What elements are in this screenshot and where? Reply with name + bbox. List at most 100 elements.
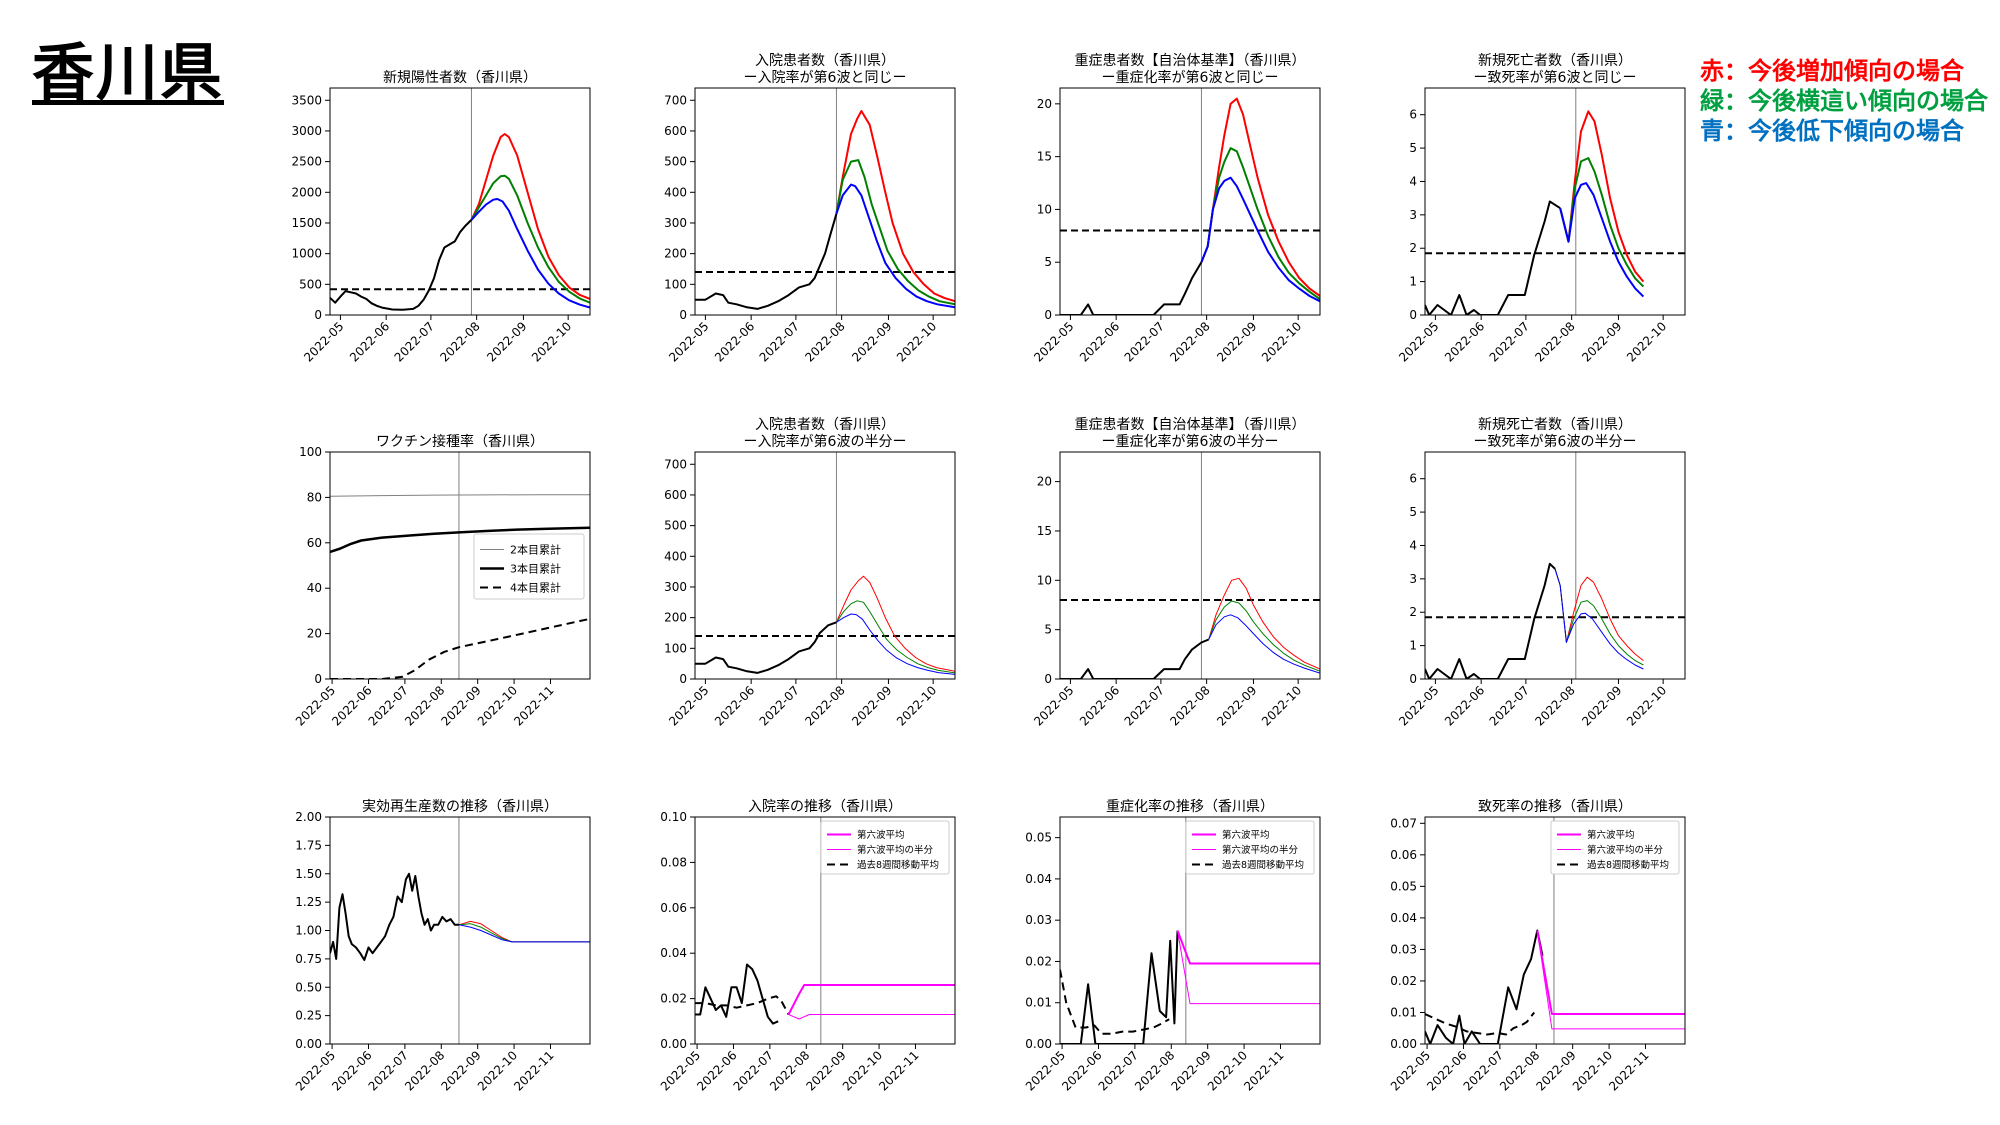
- chart-title: 新規死亡者数（香川県）: [1478, 417, 1632, 433]
- x-tick-label: 2022-08: [802, 319, 847, 364]
- y-tick-label: 5: [1044, 623, 1052, 637]
- series-line-magenta: [788, 1014, 955, 1020]
- y-tick-label: 0.05: [1025, 831, 1052, 845]
- chart-frame: [694, 451, 956, 680]
- y-tick-label: 5: [1409, 505, 1417, 519]
- series-line-black: [330, 219, 473, 311]
- legend-label: 第六波平均の半分: [1587, 844, 1664, 856]
- y-tick-label: 1000: [291, 247, 322, 261]
- x-tick-label: 2022-08: [1532, 319, 1577, 364]
- plot-area: [330, 88, 590, 315]
- y-tick-label: 2: [1409, 605, 1417, 619]
- y-tick-label: 500: [664, 155, 687, 169]
- plot-area: [1425, 452, 1685, 679]
- y-tick-label: 60: [307, 536, 322, 550]
- y-tick-label: 5: [1044, 255, 1052, 269]
- chart-frame: [1059, 816, 1321, 1045]
- series-line-green: [458, 923, 590, 943]
- x-tick-label: 2022-10: [1624, 683, 1669, 728]
- x-tick-label: 2022-09: [1214, 683, 1259, 728]
- x-tick-label: 2022-07: [757, 683, 802, 728]
- series-line-blue: [1559, 182, 1645, 298]
- y-tick-label: 300: [664, 580, 687, 594]
- chart-title: ワクチン接種率（香川県）: [376, 433, 544, 450]
- legend-label: 第六波平均: [1222, 829, 1270, 841]
- x-tick-label: 2022-05: [1396, 319, 1441, 364]
- chart-title: 実効再生産数の推移（香川県）: [362, 799, 558, 815]
- chart-frame: [329, 87, 591, 316]
- y-tick-label: 700: [664, 93, 687, 107]
- series-line-blue: [1554, 568, 1644, 670]
- series-line-red: [458, 920, 590, 943]
- y-tick-label: 0.00: [295, 1037, 322, 1051]
- y-tick-label: 0: [1409, 672, 1417, 686]
- legend-label: 過去8週間移動平均: [857, 859, 939, 871]
- y-tick-label: 3: [1409, 572, 1417, 586]
- y-tick-label: 0.00: [1390, 1037, 1417, 1051]
- chart-legend: 2本目累計 3本目累計 4本目累計: [473, 533, 585, 600]
- series-line-black: [1425, 200, 1561, 315]
- series-line-magenta: [1176, 930, 1320, 965]
- x-tick-label: 2022-05: [666, 683, 711, 728]
- y-tick-label: 0.25: [295, 1009, 322, 1023]
- y-tick-label: 4: [1409, 538, 1417, 552]
- x-tick-label: 2022-07: [1487, 683, 1532, 728]
- y-tick-label: 2500: [291, 155, 322, 169]
- legend-label: 2本目累計: [510, 543, 561, 557]
- x-tick-label: 2022-09: [1214, 319, 1259, 364]
- y-tick-label: 0.00: [1025, 1037, 1052, 1051]
- x-tick-label: 2022-09: [484, 319, 529, 364]
- chart-title: 入院患者数（香川県）: [755, 417, 895, 433]
- x-tick-label: 2022-06: [1442, 319, 1487, 364]
- y-tick-label: 0.50: [295, 980, 322, 994]
- chart-rt: 実効再生産数の推移（香川県） 0.00 0.25 0.50 0.75 1.00 1.25 1.…: [293, 799, 591, 1094]
- x-tick-label: 2022-08: [802, 683, 847, 728]
- y-tick-label: 100: [664, 641, 687, 655]
- x-tick-label: 2022-08: [1167, 319, 1212, 364]
- series-line-blue: [1208, 614, 1320, 674]
- x-tick-label: 2022-11: [511, 1048, 556, 1093]
- legend-box: [820, 820, 950, 875]
- y-tick-label: 3000: [291, 124, 322, 138]
- y-tick-label: 4: [1409, 174, 1417, 188]
- series-line-blue: [458, 924, 590, 943]
- chart-title: ー致死率が第6波の半分ー: [1474, 433, 1637, 450]
- series-line-green: [1208, 600, 1320, 672]
- chart-frame: [1059, 451, 1321, 680]
- y-tick-label: 2: [1409, 241, 1417, 255]
- y-tick-label: 300: [664, 216, 687, 230]
- x-tick-label: 2022-05: [1031, 319, 1076, 364]
- y-tick-label: 1.50: [295, 867, 322, 881]
- x-tick-label: 2022-09: [1579, 683, 1624, 728]
- x-tick-label: 2022-07: [1122, 319, 1167, 364]
- y-tick-label: 0.04: [1025, 872, 1052, 886]
- y-tick-label: 500: [299, 277, 322, 291]
- chart-title: 新規死亡者数（香川県）: [1478, 53, 1632, 69]
- series-line-magenta: [1536, 930, 1685, 1030]
- chart-title: 重症化率の推移（香川県）: [1106, 798, 1274, 815]
- series-line-black: [330, 526, 590, 554]
- y-tick-label: 100: [664, 277, 687, 291]
- y-tick-label: 100: [299, 445, 322, 459]
- x-tick-label: 2022-11: [876, 1048, 921, 1093]
- y-tick-label: 0.04: [1390, 911, 1417, 925]
- y-tick-label: 1.00: [295, 924, 322, 938]
- chart-hosp-same: 入院患者数（香川県）ー入院率が第6波と同じー 0 100 200 300 400 500 60…: [664, 53, 956, 365]
- y-tick-label: 1: [1409, 639, 1417, 653]
- chart-title: 入院患者数（香川県）: [755, 53, 895, 69]
- y-tick-label: 1500: [291, 216, 322, 230]
- chart-cases: 新規陽性者数（香川県） 0 500 1000 1500 2000 2500 3000 3500 2…: [291, 70, 591, 365]
- chart-title: ー重症化率が第6波と同じー: [1102, 69, 1279, 86]
- y-tick-label: 0.05: [1390, 879, 1417, 893]
- y-tick-label: 20: [1037, 475, 1052, 489]
- y-tick-label: 700: [664, 457, 687, 471]
- series-line-black: [695, 963, 779, 1025]
- series-line-green: [1200, 147, 1320, 301]
- chart-title: 重症患者数【自治体基準】（香川県）: [1075, 52, 1306, 69]
- series-line-blue: [1200, 176, 1320, 303]
- y-tick-label: 0.07: [1390, 816, 1417, 830]
- y-tick-label: 600: [664, 488, 687, 502]
